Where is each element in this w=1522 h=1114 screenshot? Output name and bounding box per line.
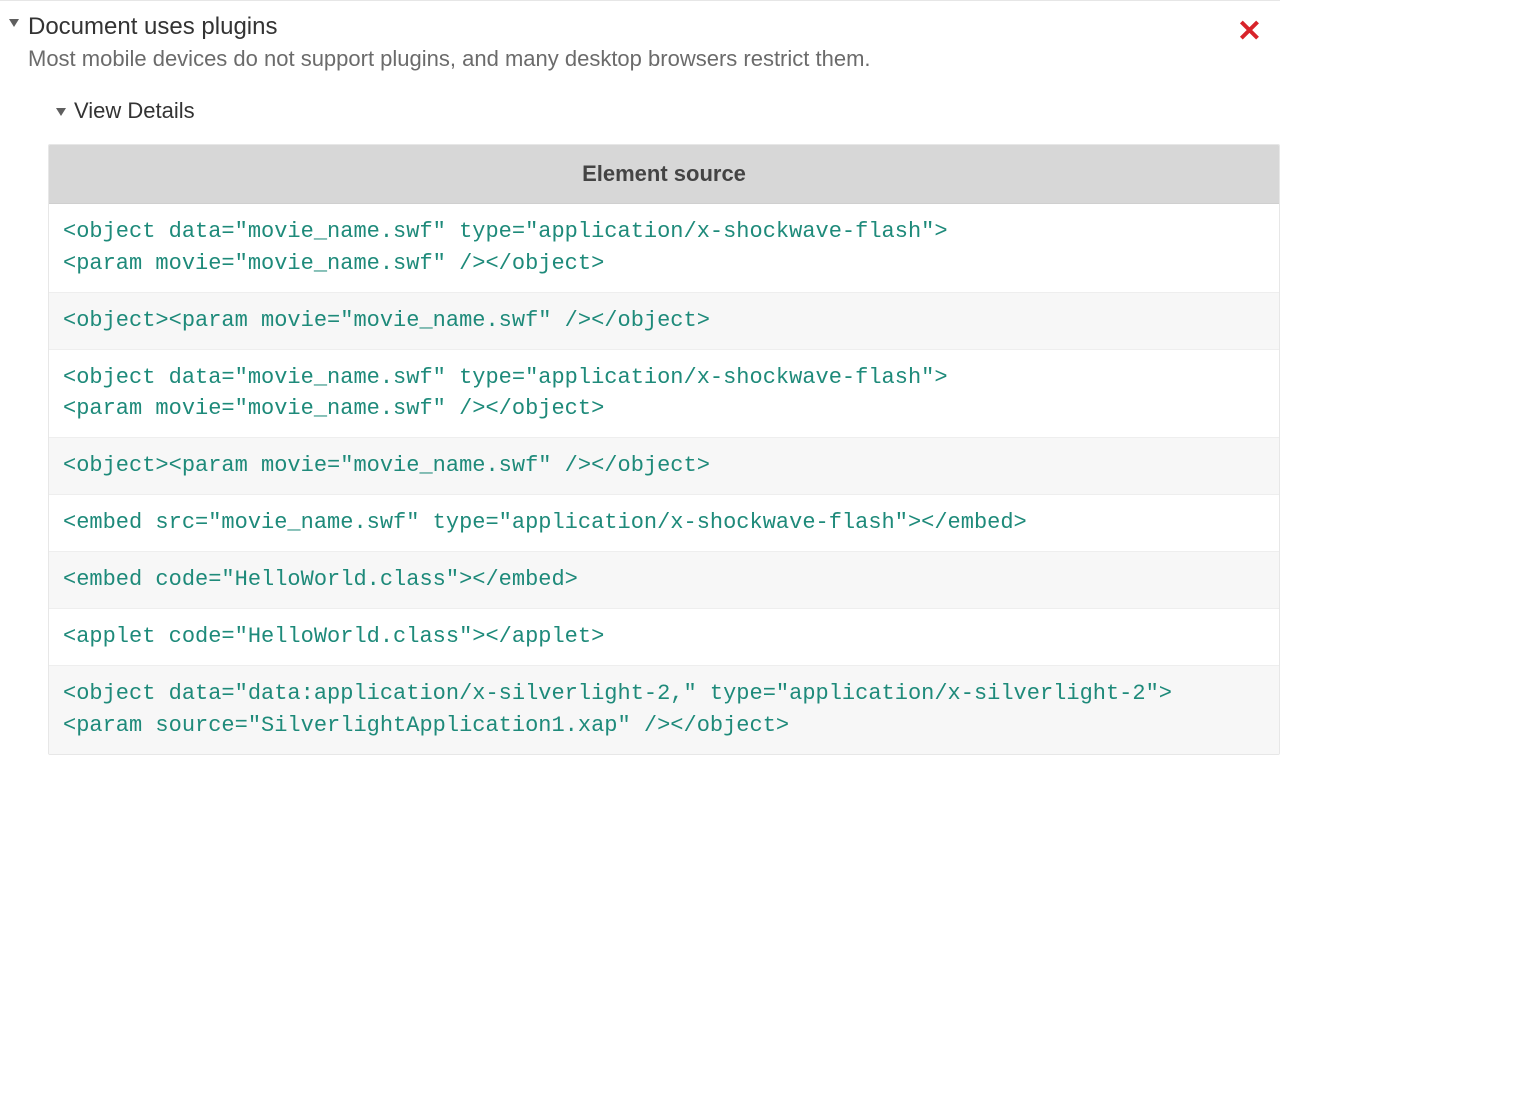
view-details-toggle[interactable]: View Details — [48, 98, 1280, 124]
audit-item: Document uses plugins Most mobile device… — [0, 0, 1280, 785]
table-row: <embed code="HelloWorld.class"></embed> — [49, 552, 1279, 609]
table-row: <object data="data:application/x-silverl… — [49, 666, 1279, 754]
view-details-label: View Details — [74, 98, 195, 124]
table-header: Element source — [49, 145, 1279, 204]
audit-header-row: Document uses plugins Most mobile device… — [0, 1, 1280, 74]
table-body: <object data="movie_name.swf" type="appl… — [49, 204, 1279, 754]
table-row: <applet code="HelloWorld.class"></applet… — [49, 609, 1279, 666]
audit-details: View Details Element source <object data… — [48, 98, 1280, 755]
table-row: <object><param movie="movie_name.swf" />… — [49, 438, 1279, 495]
table-row: <object data="movie_name.swf" type="appl… — [49, 204, 1279, 293]
element-source-table: Element source <object data="movie_name.… — [48, 144, 1280, 755]
audit-description: Most mobile devices do not support plugi… — [28, 44, 1280, 74]
expand-toggle-icon[interactable] — [0, 11, 28, 29]
table-row: <object data="movie_name.swf" type="appl… — [49, 350, 1279, 439]
audit-title: Document uses plugins — [28, 11, 1280, 42]
table-row: <object><param movie="movie_name.swf" />… — [49, 293, 1279, 350]
audit-body: Document uses plugins Most mobile device… — [28, 11, 1280, 74]
fail-status-icon: ✕ — [1237, 17, 1262, 47]
expand-toggle-icon — [48, 104, 74, 118]
table-row: <embed src="movie_name.swf" type="applic… — [49, 495, 1279, 552]
